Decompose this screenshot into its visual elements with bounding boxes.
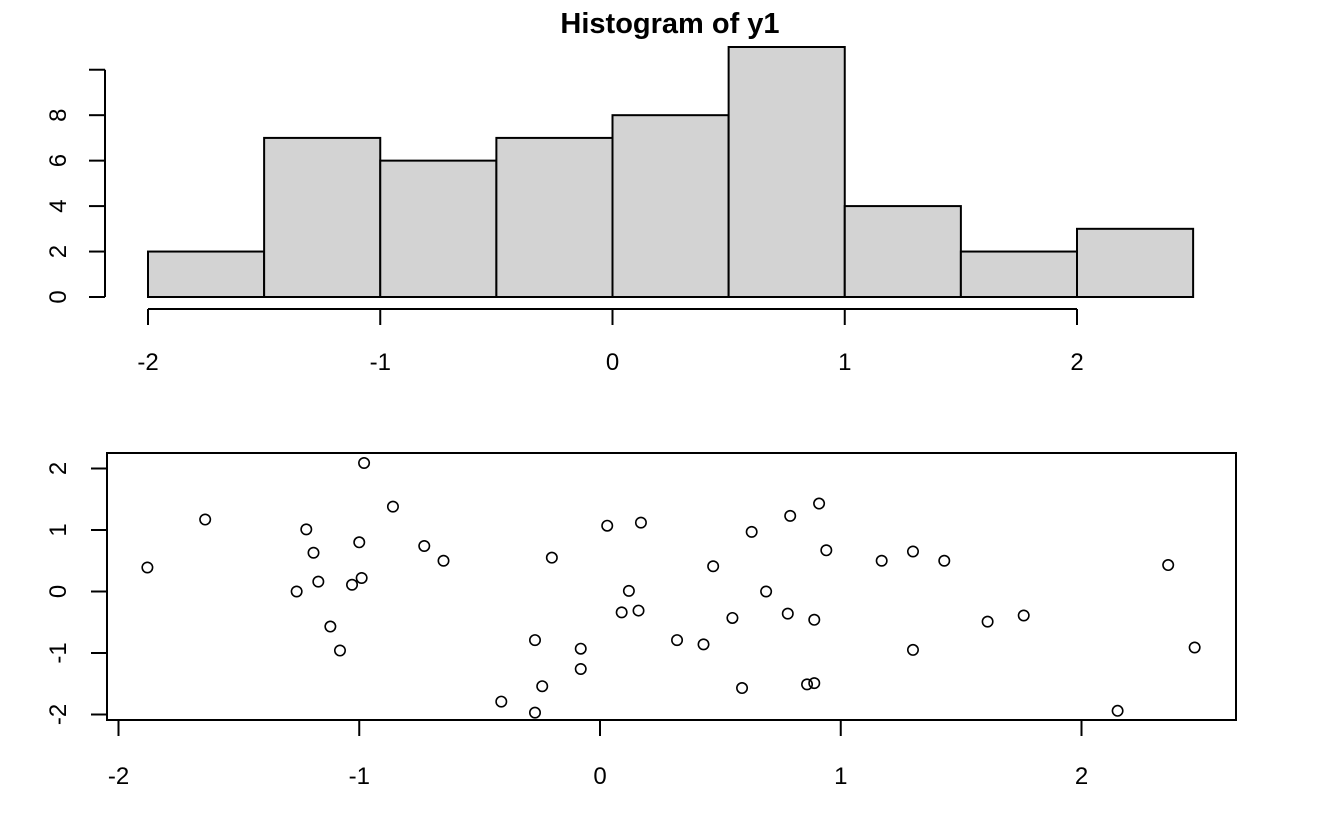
scatter-y-axis: -2 -1 0 1 2 [45, 462, 107, 725]
scatter-point [418, 539, 431, 552]
scatter-point [300, 523, 313, 536]
histogram-bar [495, 136, 614, 298]
scatter-point [736, 682, 749, 695]
scatter-panel: -2 -1 0 1 2 -2 -1 0 1 2 [45, 452, 1237, 790]
scatter-point [632, 604, 645, 617]
scatter-y-tick-label: 0 [45, 585, 72, 598]
scatter-point [875, 554, 888, 567]
scatter-point [1111, 704, 1124, 717]
scatter-point [437, 554, 450, 567]
scatter-x-tick-label: 2 [1075, 763, 1088, 790]
histogram-y-axis: 0 2 4 6 8 [45, 68, 106, 304]
scatter-point [290, 585, 303, 598]
scatter-point [386, 500, 399, 513]
scatter-point [760, 585, 773, 598]
histogram-bar [379, 159, 498, 298]
scatter-point [141, 561, 154, 574]
scatter-point [938, 554, 951, 567]
scatter-point [820, 544, 833, 557]
histogram-x-tick-label: 1 [838, 349, 851, 376]
scatter-points [141, 456, 1201, 719]
histogram-bar [263, 136, 382, 298]
scatter-point [906, 643, 919, 656]
scatter-point [574, 662, 587, 675]
histogram-y-tick-label: 6 [45, 154, 72, 167]
scatter-y-tick-label: -1 [45, 642, 72, 663]
scatter-point [707, 560, 720, 573]
histogram-y-tick-label: 0 [45, 290, 72, 303]
scatter-point [745, 525, 758, 538]
histogram-bar [1076, 227, 1195, 298]
histogram-panel: Histogram of y1 -2 -1 0 1 2 0 2 4 6 8 [45, 8, 1195, 376]
scatter-y-tick-label: -2 [45, 704, 72, 725]
scatter-point [801, 678, 814, 691]
scatter-point [495, 695, 508, 708]
scatter-x-tick-label: -2 [108, 763, 129, 790]
scatter-point [574, 642, 587, 655]
scatter-y-tick-label: 2 [45, 462, 72, 475]
scatter-point [353, 536, 366, 549]
scatter-point [1162, 559, 1175, 572]
scatter-point [355, 571, 368, 584]
histogram-x-tick-label: 0 [606, 349, 619, 376]
scatter-x-tick-label: -1 [349, 763, 370, 790]
scatter-point [622, 584, 635, 597]
histogram-bar [727, 46, 846, 298]
histogram-y-tick-label: 2 [45, 245, 72, 258]
scatter-point [813, 497, 826, 510]
scatter-point [634, 516, 647, 529]
scatter-point [906, 545, 919, 558]
scatter-point [1188, 641, 1201, 654]
scatter-point [697, 638, 710, 651]
histogram-bar [843, 205, 962, 298]
scatter-point [1017, 609, 1030, 622]
scatter-point [601, 519, 614, 532]
histogram-x-tick-label: 2 [1070, 349, 1083, 376]
scatter-point [346, 578, 359, 591]
scatter-point [199, 513, 212, 526]
histogram-y-tick-label: 4 [45, 199, 72, 212]
scatter-point [312, 575, 325, 588]
scatter-x-tick-label: 0 [593, 763, 606, 790]
scatter-point [333, 644, 346, 657]
histogram-x-tick-label: -2 [137, 349, 158, 376]
scatter-point [615, 606, 628, 619]
scatter-point [671, 634, 684, 647]
scatter-point [808, 613, 821, 626]
scatter-point [536, 680, 549, 693]
histogram-bar [147, 250, 266, 298]
scatter-x-tick-label: 1 [834, 763, 847, 790]
histogram-bar [611, 114, 730, 298]
scatter-plot-box [106, 452, 1237, 721]
scatter-point [981, 615, 994, 628]
scatter-point [324, 620, 337, 633]
scatter-point [808, 677, 821, 690]
scatter-point [726, 611, 739, 624]
scatter-point [528, 706, 541, 719]
scatter-point [784, 509, 797, 522]
scatter-y-tick-label: 1 [45, 523, 72, 536]
scatter-x-axis: -2 -1 0 1 2 [108, 720, 1088, 790]
scatter-point [781, 607, 794, 620]
histogram-x-tick-label: -1 [370, 349, 391, 376]
scatter-point [545, 551, 558, 564]
scatter-point [358, 456, 371, 469]
histogram-bar [959, 250, 1078, 298]
histogram-bars [147, 46, 1195, 298]
scatter-point [528, 634, 541, 647]
histogram-x-axis: -2 -1 0 1 2 [137, 308, 1084, 376]
histogram-y-tick-label: 8 [45, 109, 72, 122]
histogram-title: Histogram of y1 [560, 8, 779, 40]
scatter-point [307, 546, 320, 559]
